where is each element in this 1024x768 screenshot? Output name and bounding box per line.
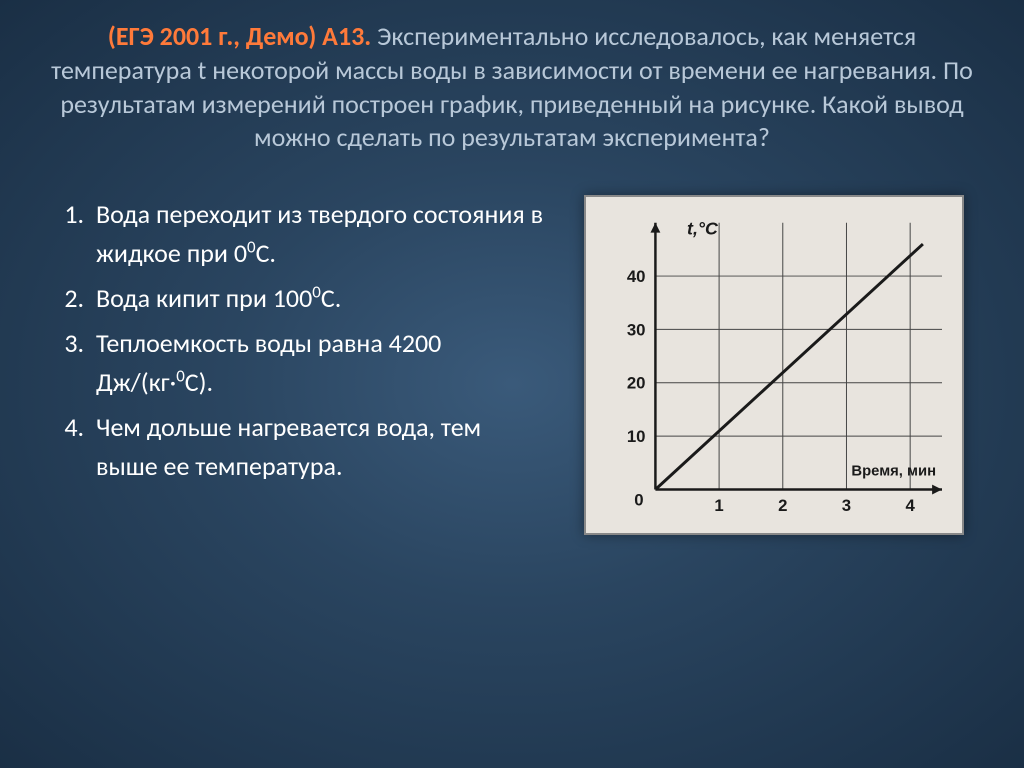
question-text: (ЕГЭ 2001 г., Демо) А13. Экспериментальн…: [40, 20, 984, 155]
answer-option: Чем дольше нагревается вода, тем выше ее…: [90, 408, 544, 486]
answer-option: Вода переходит из твердого состояния в ж…: [90, 195, 544, 273]
svg-text:40: 40: [627, 267, 646, 286]
svg-text:0: 0: [634, 491, 643, 510]
answer-option: Вода кипит при 1000С.: [90, 279, 544, 318]
answer-option: Теплоемкость воды равна 4200 Дж/(кг·0С).: [90, 324, 544, 402]
content-row: Вода переходит из твердого состояния в ж…: [40, 195, 984, 535]
slide: (ЕГЭ 2001 г., Демо) А13. Экспериментальн…: [0, 0, 1024, 768]
question-prefix: (ЕГЭ 2001 г., Демо) А13.: [108, 20, 372, 52]
svg-text:20: 20: [627, 374, 646, 393]
answer-options: Вода переходит из твердого состояния в ж…: [60, 195, 544, 492]
svg-text:3: 3: [842, 496, 851, 515]
svg-text:30: 30: [627, 321, 646, 340]
svg-text:Время, мин: Время, мин: [851, 464, 936, 480]
svg-text:1: 1: [714, 496, 723, 515]
svg-text:2: 2: [778, 496, 787, 515]
temperature-chart: 1020304012340t,°CВремя, мин: [584, 195, 964, 535]
svg-text:4: 4: [905, 496, 915, 515]
svg-text:10: 10: [627, 427, 646, 446]
svg-text:t,°C: t,°C: [687, 219, 719, 239]
